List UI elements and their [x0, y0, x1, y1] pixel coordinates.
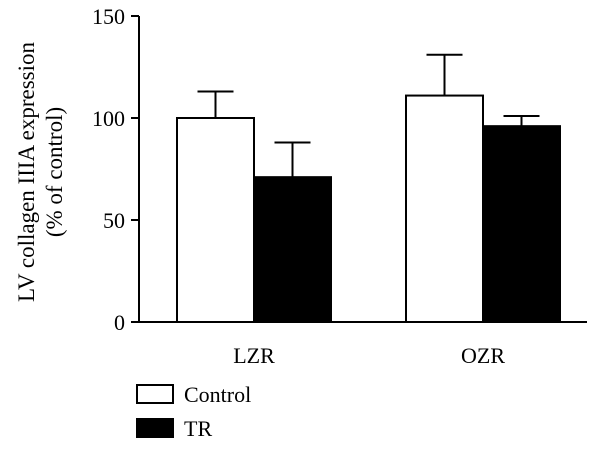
legend-swatch-tr	[136, 418, 174, 438]
x-tick-label-ozr: OZR	[461, 343, 505, 368]
y-tick-label: 0	[114, 310, 125, 335]
legend: Control TR	[136, 382, 251, 441]
x-tick-labels: LZR OZR	[233, 343, 505, 368]
bar-control-lzr	[176, 117, 255, 323]
y-axis-title: LV collagen IIIA expression (% of contro…	[14, 42, 67, 302]
y-tick-label: 150	[92, 4, 125, 29]
bar-tr-ozr	[482, 125, 561, 323]
y-ticks: 0 50 100 150	[92, 4, 139, 335]
bar-tr-lzr	[253, 176, 332, 323]
y-tick-label: 100	[92, 106, 125, 131]
legend-label-control: Control	[184, 382, 251, 407]
bars	[176, 53, 561, 323]
x-tick-label-lzr: LZR	[233, 343, 275, 368]
bar-control-ozr	[405, 94, 484, 323]
y-axis-title-line2: (% of control)	[42, 107, 67, 237]
legend-swatch-control	[136, 384, 174, 404]
y-axis-title-line1: LV collagen IIIA expression	[14, 42, 39, 302]
y-tick-label: 50	[103, 208, 125, 233]
legend-label-tr: TR	[184, 416, 212, 441]
